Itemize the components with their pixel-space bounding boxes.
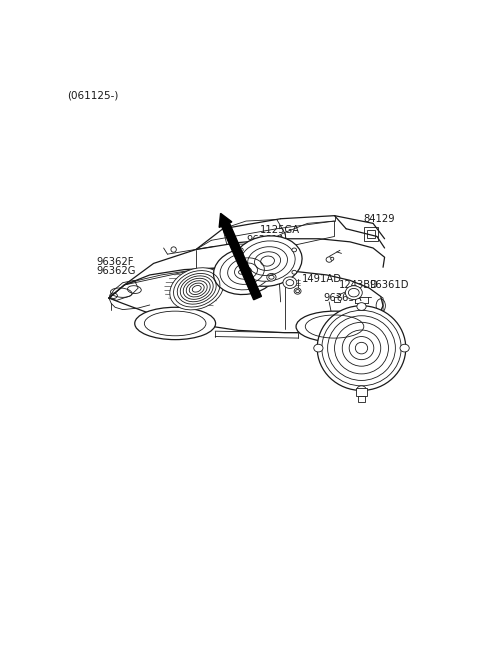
Ellipse shape (292, 271, 297, 274)
Ellipse shape (239, 271, 243, 274)
Ellipse shape (296, 311, 373, 342)
FancyArrow shape (219, 214, 262, 300)
Ellipse shape (357, 386, 366, 394)
Ellipse shape (135, 307, 216, 340)
Ellipse shape (170, 268, 224, 310)
Ellipse shape (317, 306, 406, 390)
Text: 1243BD: 1243BD (338, 280, 378, 290)
Bar (356, 388, 367, 396)
Text: 1125GA: 1125GA (260, 225, 300, 235)
Ellipse shape (331, 257, 334, 260)
Ellipse shape (220, 252, 272, 290)
Bar (334, 297, 340, 302)
Ellipse shape (267, 273, 276, 281)
Text: 1491AD: 1491AD (301, 274, 341, 284)
Ellipse shape (294, 288, 301, 294)
Ellipse shape (338, 297, 342, 301)
Ellipse shape (240, 241, 295, 281)
Text: 96361A: 96361A (246, 235, 285, 246)
Text: 96365A: 96365A (323, 293, 361, 303)
Bar (367, 231, 374, 238)
Text: (061125-): (061125-) (67, 90, 119, 100)
Text: 84129: 84129 (364, 214, 396, 224)
Bar (359, 396, 365, 402)
Ellipse shape (283, 277, 297, 288)
Ellipse shape (171, 247, 176, 252)
Ellipse shape (214, 248, 278, 295)
Ellipse shape (239, 248, 243, 252)
Bar (364, 227, 378, 241)
Ellipse shape (292, 248, 297, 252)
Ellipse shape (400, 345, 409, 352)
Ellipse shape (233, 236, 302, 286)
Ellipse shape (345, 286, 362, 299)
Text: 96362G: 96362G (96, 266, 136, 276)
Ellipse shape (314, 345, 323, 352)
Ellipse shape (357, 303, 366, 310)
Text: 96361D: 96361D (369, 280, 408, 290)
Text: 96362F: 96362F (96, 257, 134, 267)
Ellipse shape (326, 257, 332, 262)
